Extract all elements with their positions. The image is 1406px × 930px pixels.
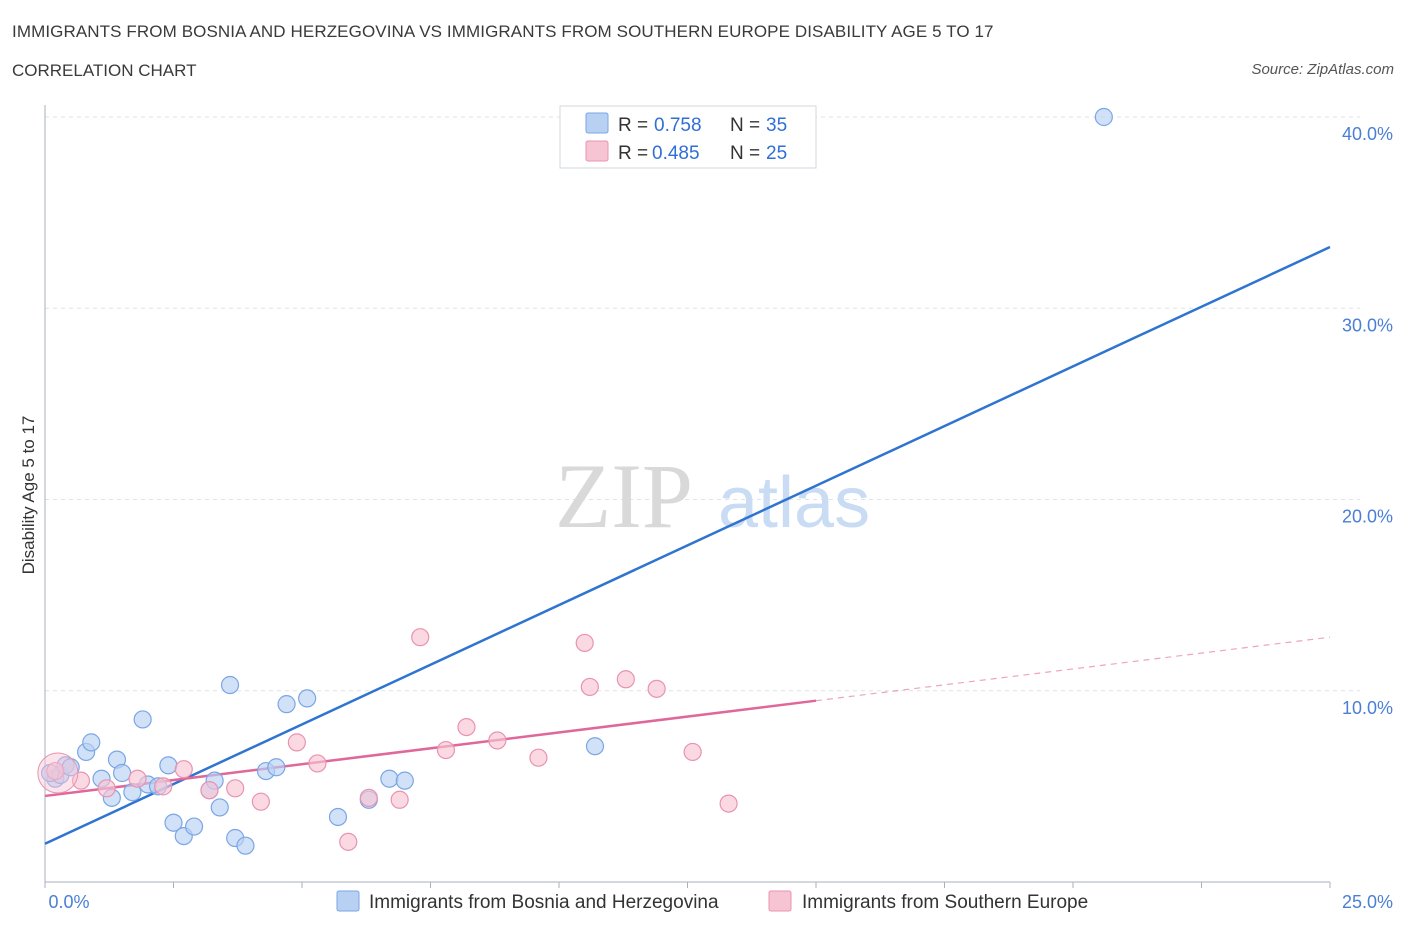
point-blue [82,733,101,752]
bottom-legend-swatch-blue [336,890,360,912]
legend-n-value-blue: 35 [766,115,787,136]
legend-n-label-blue: N = [730,115,760,136]
x-tick-labels: 0.0% 25.0% [48,892,1393,912]
point-pink [46,761,65,781]
watermark-zip: ZIP [555,445,693,547]
bottom-legend-swatch-pink [768,890,792,912]
point-pink [339,832,358,851]
axes [44,105,1331,888]
point-pink [174,760,193,779]
point-blue [298,689,317,708]
point-pink [719,794,738,813]
watermark: ZIP atlas [555,445,870,547]
gridlines [45,116,1360,692]
point-blue [395,771,414,790]
point-pink [529,748,548,767]
legend-r-label-blue: R = [618,115,648,136]
legend-r-value-blue: 0.758 [654,115,702,136]
point-pink [683,742,702,762]
point-blue [220,675,240,695]
point-cluster-pink [37,752,79,794]
point-pink [411,628,430,647]
data-points [37,107,1113,855]
point-blue [267,758,286,777]
trend-line-pink-dashed [815,636,1331,702]
point-pink [436,740,456,760]
legend-r-value-pink: 0.485 [652,143,700,164]
x-tick-label-min: 0.0% [48,892,89,912]
point-blue [133,710,152,729]
point-blue [184,817,204,836]
x-tick-label-max: 25.0% [1342,892,1393,912]
watermark-atlas: atlas [718,463,870,543]
point-blue [236,836,255,855]
legend-n-label-pink: N = [730,143,760,164]
chart-title: IMMIGRANTS FROM BOSNIA AND HERZEGOVINA V… [12,22,994,41]
point-pink [200,781,219,800]
point-pink [580,677,599,697]
y-axis-label: Disability Age 5 to 17 [19,416,38,575]
point-blue [164,813,183,832]
y-tick-label: 30.0% [1342,315,1393,335]
point-pink [308,754,327,773]
point-pink [128,769,147,788]
point-pink [488,731,507,750]
point-pink [575,633,594,653]
point-pink [71,771,91,790]
top-legend: R = 0.758 N = 35 R = 0.485 N = 25 [559,105,817,169]
chart-subtitle: CORRELATION CHART [12,61,197,80]
point-pink [359,788,378,807]
trend-line-blue [44,245,1331,845]
point-pink [647,679,666,698]
legend-swatch-pink [585,140,609,162]
bottom-legend-label-blue: Immigrants from Bosnia and Herzegovina [369,892,719,913]
legend-n-value-pink: 25 [766,143,787,164]
legend-r-label-pink: R = [618,143,648,164]
y-tick-label: 20.0% [1342,507,1393,527]
point-blue [159,756,178,775]
trend-line-pink [44,699,817,798]
point-pink [251,792,270,811]
point-blue [1094,107,1113,127]
bottom-legend: Immigrants from Bosnia and Herzegovina I… [336,890,1088,913]
legend-swatch-blue [585,112,609,134]
point-pink [154,777,173,796]
source-credit: Source: ZipAtlas.com [1251,61,1394,78]
point-pink [287,733,306,752]
point-blue [585,737,605,756]
point-blue [112,763,132,783]
y-tick-labels: 10.0% 20.0% 30.0% 40.0% [1342,124,1393,718]
point-pink [390,790,409,809]
y-tick-label: 40.0% [1342,124,1393,144]
point-pink [226,779,245,798]
point-pink [616,670,635,689]
bottom-legend-label-pink: Immigrants from Southern Europe [802,892,1088,913]
point-blue [380,769,399,788]
point-pink [457,717,476,737]
point-pink [97,779,116,798]
y-tick-label: 10.0% [1342,698,1393,718]
trend-lines [44,245,1331,845]
point-blue [277,695,296,714]
point-blue [210,798,229,817]
point-blue [328,807,348,827]
